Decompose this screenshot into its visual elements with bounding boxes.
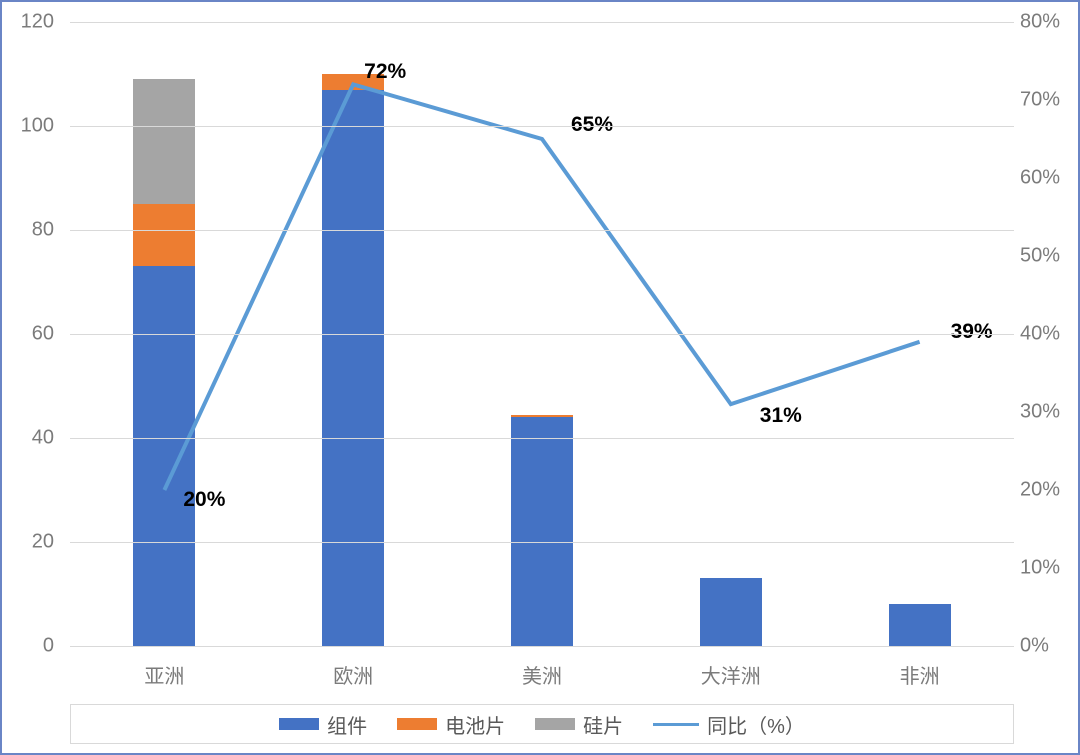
x-tick: 大洋洲: [701, 660, 761, 689]
chart-container: 20% 72% 65% 31% 39% 0 20 40 60 80 100 120 0% 10% 20%…: [0, 0, 1080, 755]
legend-item: 电池片: [397, 710, 505, 739]
legend-label: 组件: [327, 710, 367, 739]
legend-label: 同比（%）: [707, 710, 805, 739]
x-axis: 亚洲 欧洲 美洲 大洋洲 非洲: [70, 656, 1014, 690]
y-right-tick: 10%: [1020, 557, 1078, 580]
line-data-label: 65%: [571, 113, 613, 137]
legend-item: 同比（%）: [653, 710, 805, 739]
y-right-tick: 80%: [1020, 11, 1078, 34]
x-tick: 美洲: [522, 660, 562, 689]
line-data-label: 39%: [951, 320, 993, 344]
x-tick: 亚洲: [144, 660, 184, 689]
legend-item: 硅片: [535, 710, 623, 739]
y-right-tick: 0%: [1020, 635, 1078, 658]
y-right-tick: 60%: [1020, 167, 1078, 190]
plot-area: 20% 72% 65% 31% 39%: [70, 22, 1014, 646]
gridline: [70, 646, 1014, 647]
y-left-tick: 60: [2, 323, 54, 346]
gridline: [70, 438, 1014, 439]
line-data-label: 20%: [183, 488, 225, 512]
line-data-label: 31%: [760, 404, 802, 428]
gridline: [70, 22, 1014, 23]
legend-line-icon: [653, 723, 699, 726]
y-left-tick: 80: [2, 219, 54, 242]
y-right-tick: 50%: [1020, 245, 1078, 268]
y-left-tick: 120: [2, 11, 54, 34]
y-left-tick: 0: [2, 635, 54, 658]
line-data-label: 72%: [364, 60, 406, 84]
x-tick: 非洲: [900, 660, 940, 689]
legend: 组件 电池片 硅片 同比（%）: [70, 704, 1014, 744]
y-right-tick: 40%: [1020, 323, 1078, 346]
y-right-tick: 30%: [1020, 401, 1078, 424]
legend-label: 硅片: [583, 710, 623, 739]
y-axis-right: 0%10%20%30%40%50%60%70%80%: [1012, 22, 1078, 646]
gridline: [70, 230, 1014, 231]
gridline: [70, 334, 1014, 335]
y-right-tick: 70%: [1020, 89, 1078, 112]
y-left-tick: 40: [2, 427, 54, 450]
gridline: [70, 126, 1014, 127]
y-left-tick: 20: [2, 531, 54, 554]
legend-swatch: [279, 718, 319, 730]
gridline: [70, 542, 1014, 543]
legend-swatch: [535, 718, 575, 730]
legend-label: 电池片: [445, 710, 505, 739]
y-right-tick: 20%: [1020, 479, 1078, 502]
y-left-tick: 100: [2, 115, 54, 138]
legend-item: 组件: [279, 710, 367, 739]
y-axis-left: 020406080100120: [2, 22, 62, 646]
legend-swatch: [397, 718, 437, 730]
x-tick: 欧洲: [333, 660, 373, 689]
